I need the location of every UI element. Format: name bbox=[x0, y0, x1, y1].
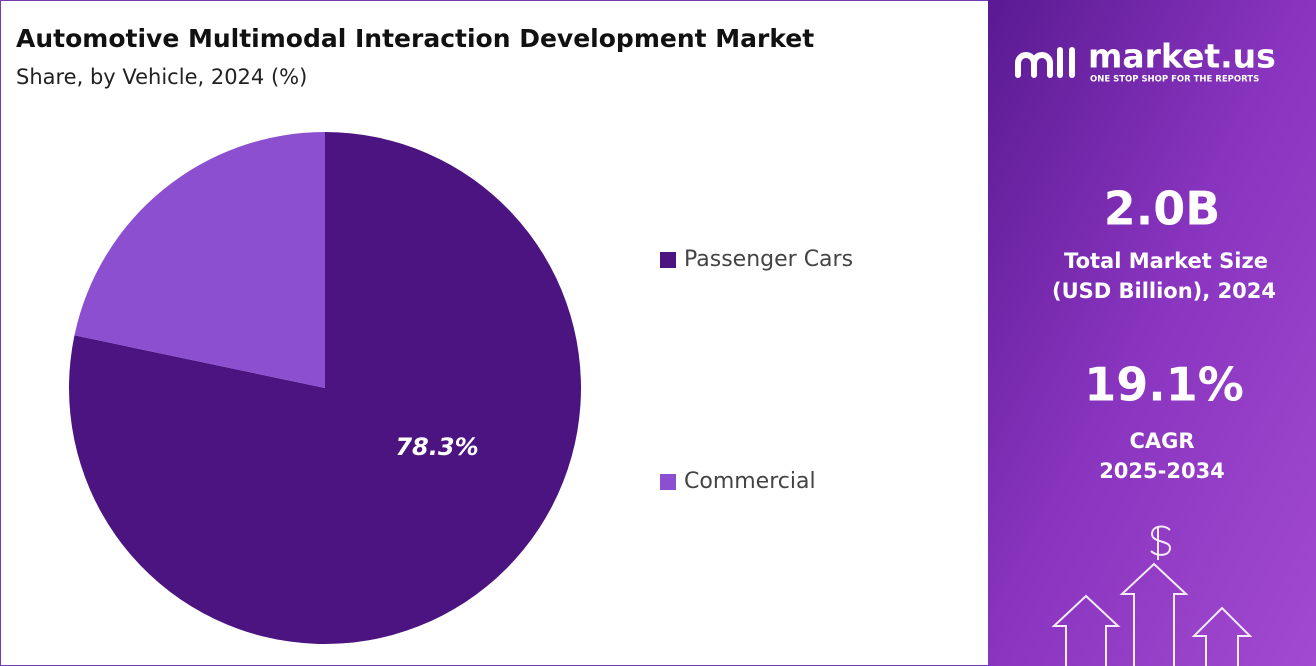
legend-swatch bbox=[660, 474, 676, 490]
chart-subtitle: Share, by Vehicle, 2024 (%) bbox=[16, 65, 307, 89]
cagr-label: CAGR bbox=[1129, 429, 1194, 453]
legend: Passenger Cars Commercial bbox=[660, 247, 853, 494]
side-panel: market.us ONE STOP SHOP FOR THE REPORTS … bbox=[988, 0, 1316, 666]
arrows-decoration bbox=[1051, 525, 1253, 666]
market-size-label: Total Market Size bbox=[1064, 249, 1268, 273]
data-label: 78.3% bbox=[395, 433, 478, 461]
legend-label: Passenger Cars bbox=[684, 247, 853, 272]
cagr-label: 2025-2034 bbox=[1099, 459, 1225, 483]
market-size-label: (USD Billion), 2024 bbox=[1052, 279, 1276, 303]
legend-swatch bbox=[660, 252, 676, 268]
tagline: ONE STOP SHOP FOR THE REPORTS bbox=[1090, 75, 1259, 85]
legend-label: Commercial bbox=[684, 469, 816, 494]
market-size: 2.0B bbox=[1104, 182, 1221, 236]
pie-slice bbox=[74, 132, 325, 388]
logo-icon bbox=[1015, 47, 1075, 78]
chart-title: Automotive Multimodal Interaction Develo… bbox=[16, 24, 814, 53]
brand: market.us bbox=[1088, 37, 1276, 76]
cagr: 19.1% bbox=[1084, 358, 1244, 412]
pie: 78.3% bbox=[68, 132, 582, 644]
panel-background bbox=[988, 0, 1316, 666]
